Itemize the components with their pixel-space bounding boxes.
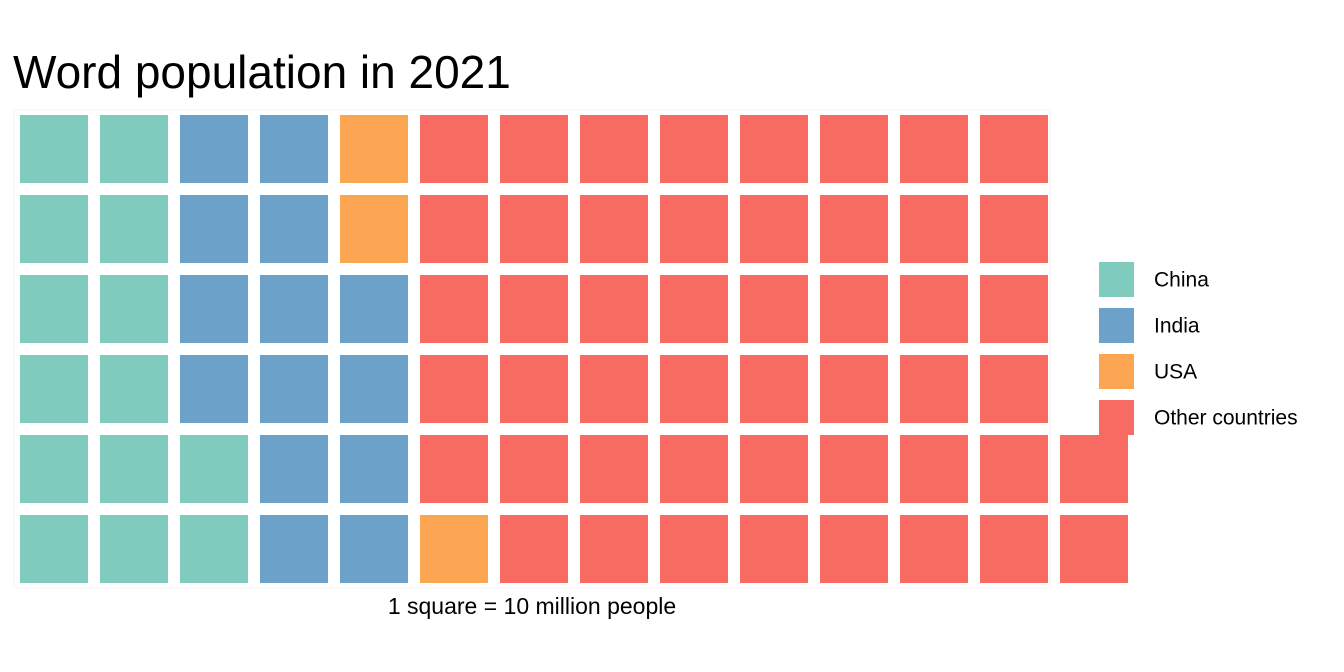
- waffle-square-india: [340, 275, 408, 343]
- waffle-square-china: [20, 115, 88, 183]
- legend-key-india: [1099, 308, 1134, 343]
- waffle-square-india: [260, 195, 328, 263]
- waffle-square-other-countries: [820, 435, 888, 503]
- legend-label-india: India: [1154, 315, 1200, 338]
- waffle-square-india: [260, 275, 328, 343]
- waffle-square-other-countries: [820, 515, 888, 583]
- waffle-square-china: [100, 355, 168, 423]
- waffle-square-other-countries: [660, 275, 728, 343]
- waffle-square-other-countries: [660, 355, 728, 423]
- waffle-square-other-countries: [1060, 435, 1128, 503]
- waffle-square-other-countries: [820, 195, 888, 263]
- waffle-square-china: [100, 435, 168, 503]
- waffle-square-other-countries: [980, 435, 1048, 503]
- waffle-square-china: [180, 435, 248, 503]
- waffle-square-other-countries: [580, 515, 648, 583]
- waffle-square-other-countries: [980, 195, 1048, 263]
- waffle-square-other-countries: [580, 355, 648, 423]
- waffle-square-china: [20, 275, 88, 343]
- waffle-square-other-countries: [580, 435, 648, 503]
- waffle-square-other-countries: [660, 435, 728, 503]
- waffle-square-india: [340, 435, 408, 503]
- waffle-square-china: [100, 195, 168, 263]
- waffle-square-india: [260, 435, 328, 503]
- waffle-square-other-countries: [420, 275, 488, 343]
- waffle-square-china: [20, 435, 88, 503]
- waffle-square-china: [20, 195, 88, 263]
- waffle-square-other-countries: [500, 195, 568, 263]
- waffle-square-other-countries: [740, 515, 808, 583]
- plot-panel: [13, 109, 1051, 589]
- waffle-square-other-countries: [420, 195, 488, 263]
- waffle-square-other-countries: [660, 515, 728, 583]
- waffle-square-other-countries: [500, 115, 568, 183]
- waffle-square-other-countries: [740, 195, 808, 263]
- waffle-square-india: [340, 355, 408, 423]
- waffle-square-other-countries: [500, 355, 568, 423]
- waffle-square-india: [180, 275, 248, 343]
- waffle-square-india: [260, 355, 328, 423]
- legend-key-usa: [1099, 354, 1134, 389]
- waffle-square-other-countries: [980, 275, 1048, 343]
- waffle-square-other-countries: [980, 355, 1048, 423]
- waffle-square-other-countries: [740, 355, 808, 423]
- waffle-square-other-countries: [900, 435, 968, 503]
- legend-label-china: China: [1154, 269, 1209, 292]
- waffle-square-other-countries: [980, 515, 1048, 583]
- waffle-square-india: [260, 515, 328, 583]
- legend-key-china: [1099, 262, 1134, 297]
- chart-title: Word population in 2021: [13, 46, 511, 98]
- waffle-square-other-countries: [580, 195, 648, 263]
- waffle-square-other-countries: [740, 275, 808, 343]
- waffle-square-china: [100, 515, 168, 583]
- waffle-square-other-countries: [580, 275, 648, 343]
- waffle-square-china: [20, 355, 88, 423]
- chart-caption: 1 square = 10 million people: [388, 593, 676, 619]
- waffle-square-other-countries: [820, 275, 888, 343]
- legend: China India USA Other countries: [1099, 262, 1298, 435]
- waffle-squares: [20, 115, 1128, 583]
- waffle-square-other-countries: [500, 435, 568, 503]
- waffle-square-other-countries: [980, 115, 1048, 183]
- waffle-square-other-countries: [900, 195, 968, 263]
- waffle-square-china: [100, 275, 168, 343]
- waffle-square-india: [180, 355, 248, 423]
- waffle-square-other-countries: [900, 515, 968, 583]
- waffle-square-other-countries: [740, 115, 808, 183]
- waffle-square-other-countries: [740, 435, 808, 503]
- waffle-square-india: [180, 195, 248, 263]
- waffle-square-other-countries: [660, 195, 728, 263]
- waffle-square-other-countries: [420, 355, 488, 423]
- waffle-square-india: [340, 515, 408, 583]
- waffle-square-other-countries: [500, 275, 568, 343]
- waffle-square-usa: [340, 115, 408, 183]
- legend-label-usa: USA: [1154, 361, 1197, 384]
- waffle-square-china: [100, 115, 168, 183]
- waffle-square-usa: [340, 195, 408, 263]
- legend-key-other-countries: [1099, 400, 1134, 435]
- waffle-square-china: [20, 515, 88, 583]
- waffle-square-other-countries: [500, 515, 568, 583]
- waffle-square-other-countries: [420, 115, 488, 183]
- waffle-square-india: [180, 115, 248, 183]
- waffle-square-other-countries: [900, 275, 968, 343]
- waffle-square-other-countries: [580, 115, 648, 183]
- legend-label-other-countries: Other countries: [1154, 407, 1298, 430]
- waffle-square-other-countries: [660, 115, 728, 183]
- waffle-square-other-countries: [900, 355, 968, 423]
- waffle-square-india: [260, 115, 328, 183]
- waffle-square-china: [180, 515, 248, 583]
- waffle-square-other-countries: [420, 435, 488, 503]
- waffle-square-other-countries: [1060, 515, 1128, 583]
- waffle-square-other-countries: [900, 115, 968, 183]
- waffle-square-other-countries: [820, 115, 888, 183]
- waffle-square-usa: [420, 515, 488, 583]
- waffle-square-other-countries: [820, 355, 888, 423]
